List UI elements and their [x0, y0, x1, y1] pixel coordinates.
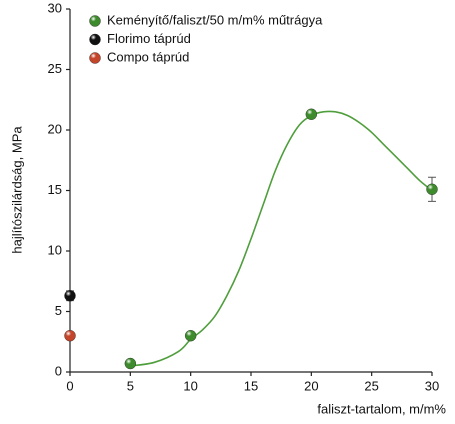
- data-point: [426, 183, 438, 195]
- y-tick-label: 25: [48, 61, 62, 76]
- legend-label: Keményítő/faliszt/50 m/m% műtrágya: [107, 12, 323, 27]
- x-tick-label: 20: [304, 378, 318, 393]
- x-tick-label: 15: [244, 378, 258, 393]
- y-axis-label: hajlítószilárdság, MPa: [9, 126, 24, 254]
- x-axis-label: faliszt-tartalom, m/m%: [317, 401, 446, 416]
- legend-marker: [89, 33, 101, 46]
- x-tick-label: 10: [183, 378, 197, 393]
- data-point: [64, 290, 76, 302]
- y-tick-label: 5: [55, 303, 62, 318]
- x-tick-label: 25: [364, 378, 378, 393]
- y-tick-label: 15: [48, 182, 62, 197]
- y-tick-label: 10: [48, 242, 62, 257]
- x-tick-label: 0: [66, 378, 73, 393]
- trend-line: [130, 110, 433, 367]
- y-tick-label: 30: [48, 0, 62, 15]
- legend-label: Florimo táprúd: [107, 31, 191, 46]
- x-tick-label: 5: [127, 378, 134, 393]
- y-tick-label: 0: [55, 363, 62, 378]
- data-point: [184, 330, 197, 342]
- legend-marker: [89, 52, 101, 64]
- legend-marker: [89, 15, 101, 27]
- data-point: [124, 357, 137, 370]
- x-tick-label: 30: [425, 378, 439, 393]
- data-point: [64, 330, 76, 342]
- data-point: [305, 108, 318, 120]
- legend-label: Compo táprúd: [107, 49, 189, 64]
- y-tick-label: 20: [48, 121, 62, 136]
